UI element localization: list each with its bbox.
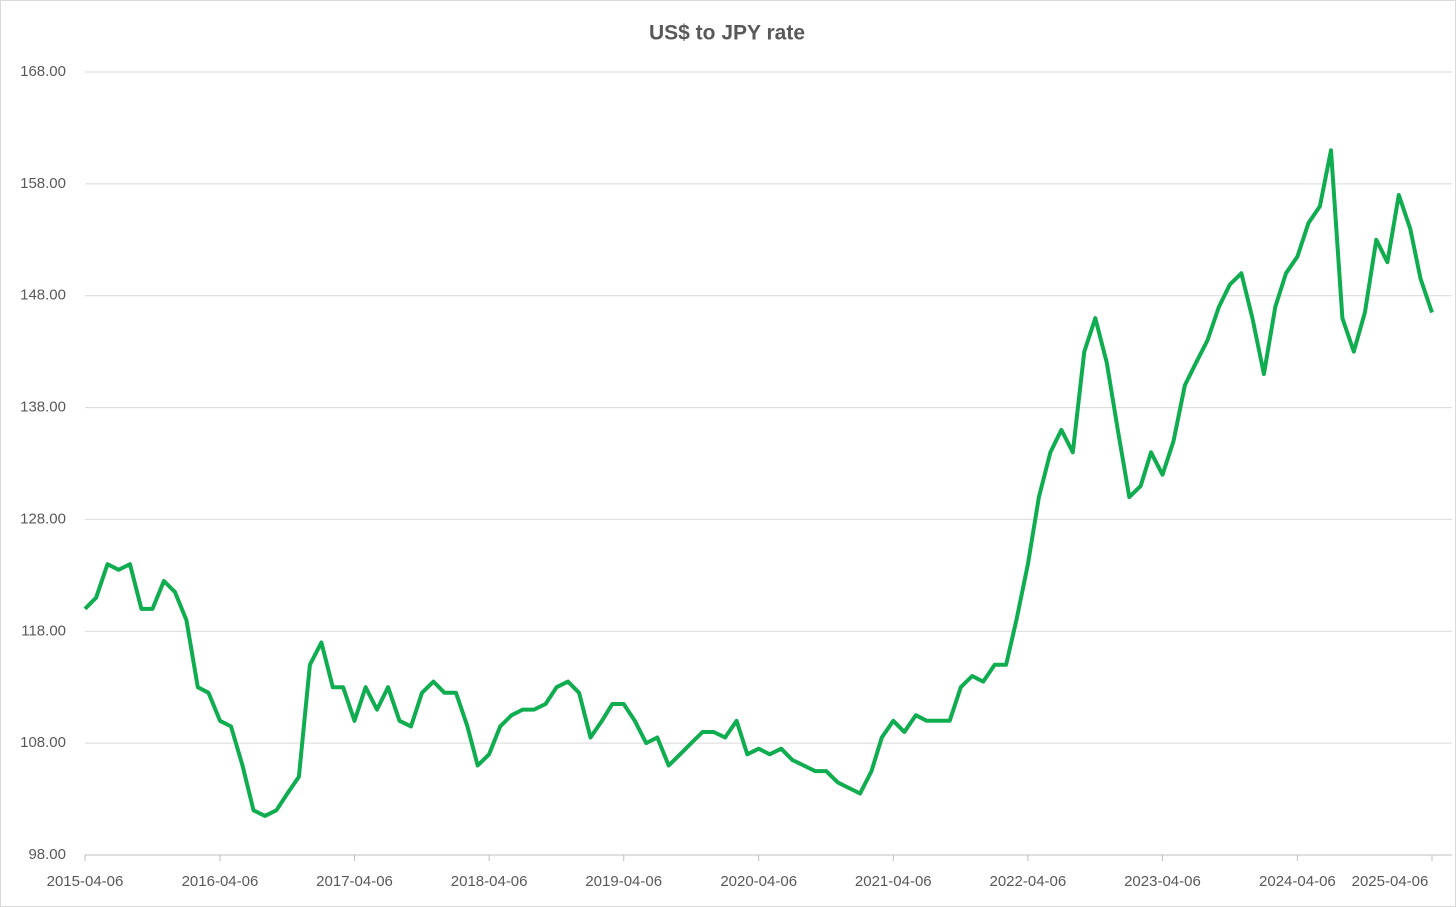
x-tick-label: 2020-04-06	[720, 873, 797, 890]
y-tick-label: 158.00	[20, 175, 66, 192]
x-tick-label: 2015-04-06	[47, 873, 124, 890]
x-tick-label: 2023-04-06	[1124, 873, 1201, 890]
x-tick-label: 2025-04-06	[1352, 873, 1429, 890]
y-tick-label: 168.00	[20, 63, 66, 80]
chart-title: US$ to JPY rate	[649, 22, 805, 45]
x-tick-label: 2024-04-06	[1259, 873, 1336, 890]
y-tick-label: 108.00	[20, 734, 66, 751]
data-line	[83, 148, 1434, 818]
y-tick-label: 128.00	[20, 510, 66, 527]
y-tick-label: 98.00	[28, 846, 66, 863]
x-tick-label: 2017-04-06	[316, 873, 393, 890]
x-tick-label: 2019-04-06	[585, 873, 662, 890]
x-tick-label: 2018-04-06	[451, 873, 528, 890]
y-tick-label: 138.00	[20, 399, 66, 416]
x-tick-label: 2022-04-06	[989, 873, 1066, 890]
y-tick-label: 118.00	[21, 622, 66, 639]
x-tick-label: 2016-04-06	[182, 873, 259, 890]
y-tick-label: 148.00	[20, 287, 66, 304]
x-tick-label: 2021-04-06	[855, 873, 932, 890]
